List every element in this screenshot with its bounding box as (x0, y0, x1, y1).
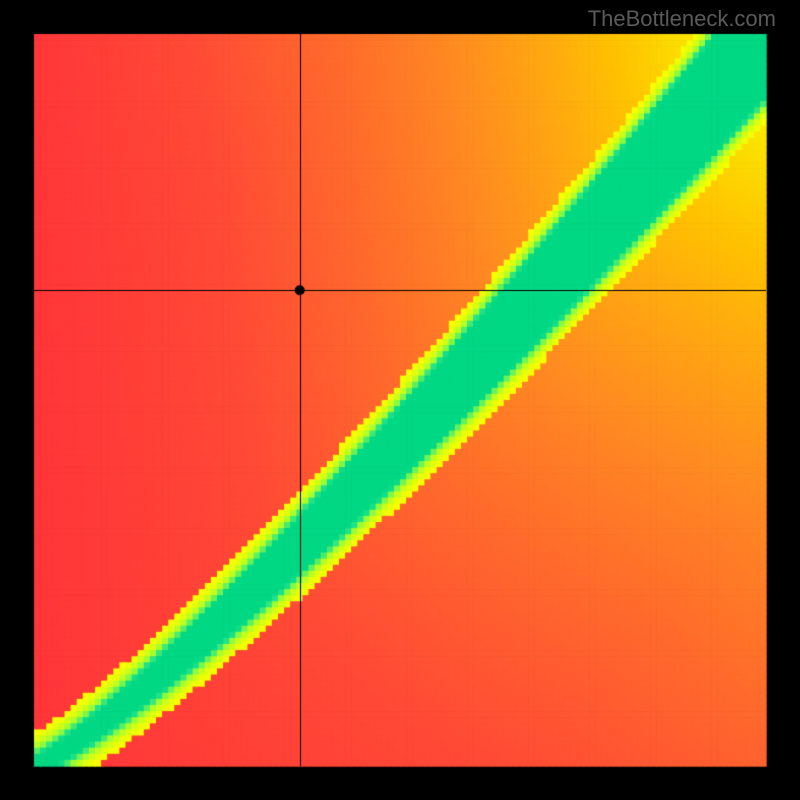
chart-container: { "type": "heatmap", "source_watermark":… (0, 0, 800, 800)
bottleneck-heatmap (0, 0, 800, 800)
watermark-text: TheBottleneck.com (588, 6, 776, 32)
